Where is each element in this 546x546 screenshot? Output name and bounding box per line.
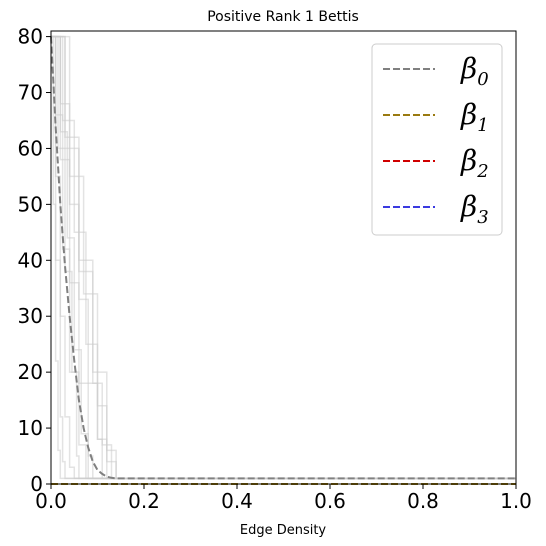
legend-label-β0: β0	[460, 52, 489, 90]
y-tick-label: 40	[18, 248, 43, 272]
x-tick-label: 1.0	[500, 489, 532, 513]
x-axis: 0.0 0.2 0.4 0.6 0.8 1.0	[35, 484, 532, 513]
x-tick-label: 0.0	[35, 489, 67, 513]
background-trace-9	[51, 35, 516, 480]
x-axis-label: Edge Density	[240, 523, 327, 538]
background-trace-8	[51, 35, 516, 480]
background-trace-5	[51, 35, 516, 480]
background-trace-3	[51, 35, 516, 480]
background-trace-10	[51, 35, 516, 480]
y-tick-label: 30	[18, 304, 43, 328]
y-tick-label: 60	[18, 136, 43, 160]
y-tick-label: 20	[18, 360, 43, 384]
x-tick-label: 0.6	[314, 489, 346, 513]
background-trace-7	[51, 35, 516, 480]
y-tick-label: 10	[18, 416, 43, 440]
y-axis: 0 10 20 30 40 50 60 70 80	[18, 25, 51, 496]
x-tick-label: 0.2	[128, 489, 160, 513]
chart-title: Positive Rank 1 Bettis	[207, 9, 359, 25]
x-tick-label: 0.4	[221, 489, 253, 513]
y-tick-label: 70	[18, 81, 43, 105]
legend-box	[371, 43, 503, 236]
y-tick-label: 80	[18, 25, 43, 49]
x-tick-label: 0.8	[407, 489, 439, 513]
series-line-β0	[50, 36, 516, 480]
y-tick-label: 0	[30, 472, 43, 496]
y-tick-label: 50	[18, 192, 43, 216]
background-traces	[51, 35, 516, 480]
plot-frame	[50, 30, 517, 485]
background-trace-4	[51, 35, 516, 480]
